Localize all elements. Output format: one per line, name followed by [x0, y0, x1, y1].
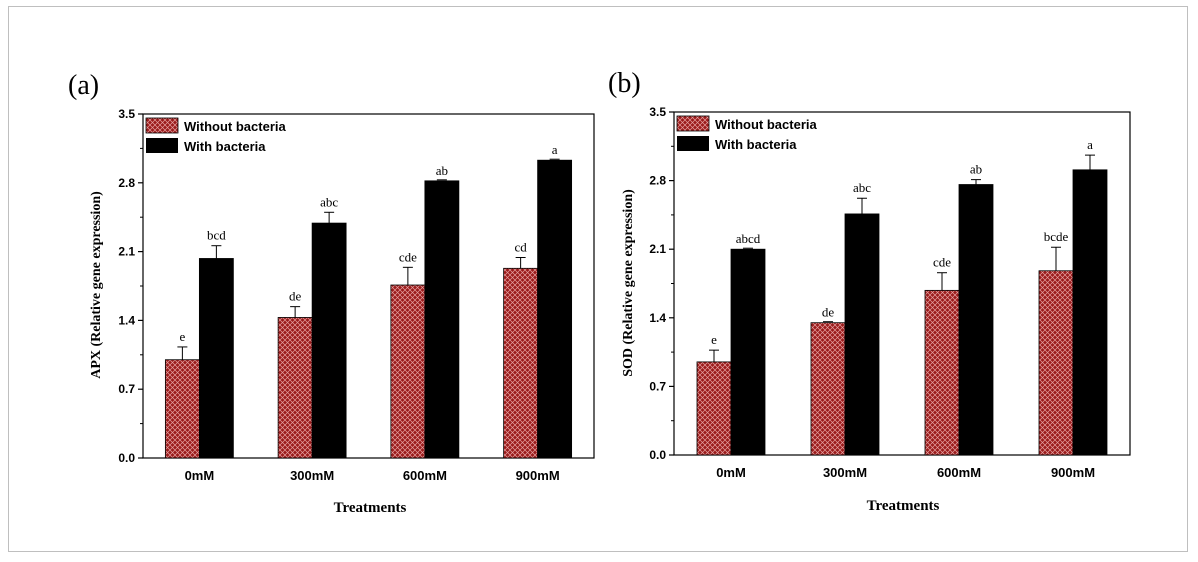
significance-letter: e: [711, 332, 717, 347]
y-tick-label: 0.7: [118, 382, 135, 396]
significance-letter: de: [289, 289, 302, 304]
y-tick-label: 1.4: [649, 311, 666, 325]
significance-letter: ab: [436, 163, 448, 178]
y-tick-label: 2.8: [649, 174, 666, 188]
x-tick-label: 0mM: [185, 468, 215, 483]
bar-with-bacteria: [1072, 169, 1108, 456]
y-tick-label: 2.8: [118, 176, 135, 190]
y-axis-label: APX (Relative gene expression): [89, 191, 104, 379]
legend-swatch-without: [145, 117, 179, 134]
x-tick-label: 900mM: [1051, 465, 1095, 480]
bar-with-bacteria: [730, 248, 766, 456]
x-axis-label: Treatments: [334, 500, 407, 516]
bar-without-bacteria: [696, 361, 732, 456]
y-tick-label: 0.0: [649, 448, 666, 462]
x-tick-label: 600mM: [403, 468, 447, 483]
legend: Without bacteria With bacteria: [676, 115, 817, 152]
legend-label-without: Without bacteria: [715, 117, 817, 132]
significance-letter: bcd: [207, 228, 226, 243]
significance-letter: abcd: [736, 231, 761, 246]
legend-label-with: With bacteria: [715, 137, 797, 152]
significance-letter: abc: [320, 194, 338, 209]
bar-with-bacteria: [537, 159, 573, 459]
legend-label-without: Without bacteria: [184, 119, 286, 134]
legend-swatch-without: [676, 115, 710, 132]
panel-a: (a) APX (Relative gene expression) Treat…: [68, 70, 595, 516]
plot-area: 0.0 0.7 1.4 2.1 2.8 3.5 0mM e abcd 300mM de abc 600m…: [649, 105, 1131, 480]
y-tick-label: 1.4: [118, 313, 135, 327]
x-tick-label: 300mM: [823, 465, 867, 480]
x-tick-label: 600mM: [937, 465, 981, 480]
y-tick-label: 3.5: [118, 107, 135, 121]
x-tick-label: 900mM: [516, 468, 560, 483]
bar-without-bacteria: [390, 284, 426, 459]
significance-letter: ab: [970, 162, 982, 177]
legend: Without bacteria With bacteria: [145, 117, 286, 154]
bar-with-bacteria: [844, 213, 880, 456]
legend-swatch-with: [146, 138, 178, 153]
bar-without-bacteria: [277, 317, 313, 459]
bar-without-bacteria: [503, 267, 539, 459]
y-tick-label: 0.0: [118, 451, 135, 465]
legend-swatch-with: [677, 136, 709, 151]
panel-label: (a): [68, 70, 99, 101]
significance-letter: a: [552, 142, 558, 157]
significance-letter: a: [1087, 137, 1093, 152]
panel-label: (b): [608, 68, 641, 99]
panel-b: (b) SOD (Relative gene expression) Treat…: [608, 68, 1131, 514]
bar-with-bacteria: [198, 258, 234, 459]
y-axis-label: SOD (Relative gene expression): [621, 189, 636, 377]
x-tick-label: 0mM: [716, 465, 746, 480]
bar-without-bacteria: [924, 289, 960, 456]
significance-letter: cde: [933, 255, 951, 270]
significance-letter: cde: [399, 249, 417, 264]
significance-letter: abc: [853, 180, 871, 195]
bar-with-bacteria: [311, 222, 347, 459]
y-tick-label: 2.1: [118, 245, 135, 259]
legend-label-with: With bacteria: [184, 139, 266, 154]
bar-with-bacteria: [958, 184, 994, 456]
y-tick-label: 0.7: [649, 379, 666, 393]
significance-letter: de: [822, 305, 835, 320]
significance-letter: e: [179, 329, 185, 344]
bar-with-bacteria: [424, 180, 460, 459]
bar-without-bacteria: [1038, 270, 1074, 456]
significance-letter: cd: [514, 239, 527, 254]
bar-without-bacteria: [164, 359, 200, 459]
bar-without-bacteria: [810, 322, 846, 456]
x-axis-label: Treatments: [867, 498, 940, 514]
significance-letter: bcde: [1044, 229, 1069, 244]
y-tick-label: 3.5: [649, 105, 666, 119]
x-tick-label: 300mM: [290, 468, 334, 483]
y-tick-label: 2.1: [649, 242, 666, 256]
plot-area: 0.0 0.7 1.4 2.1 2.8 3.5 0mM e bcd 300mM de abc 600mM…: [118, 107, 595, 483]
